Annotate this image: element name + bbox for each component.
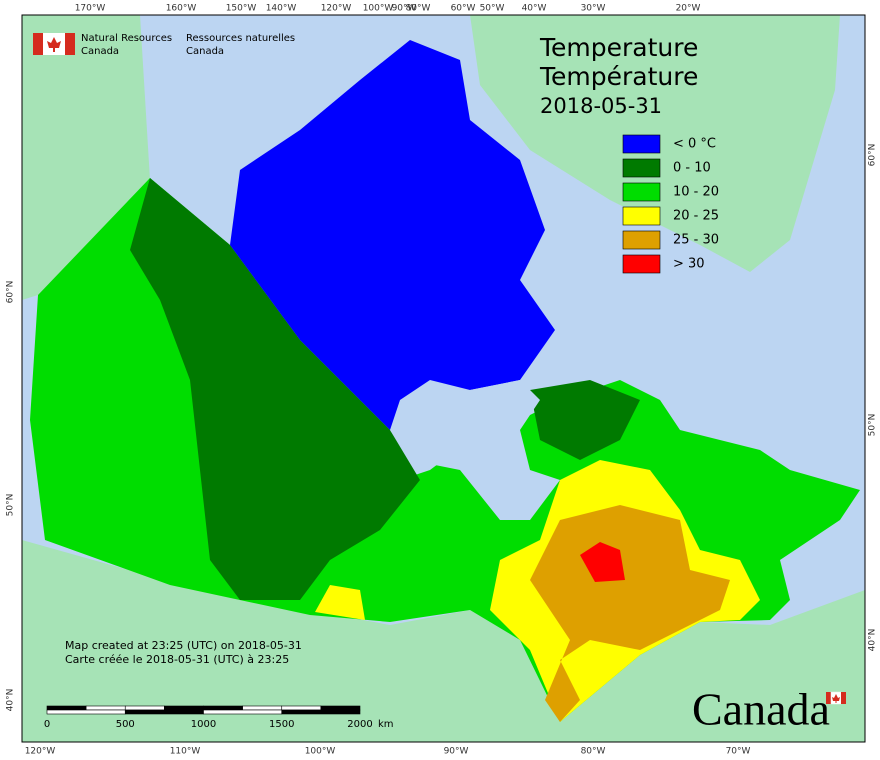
hot-region xyxy=(530,505,730,722)
legend-label: < 0 °C xyxy=(673,137,716,152)
scale-segment xyxy=(85,705,126,711)
latitude-label: 60°N xyxy=(868,144,878,167)
legend-label: 25 - 30 xyxy=(673,233,719,248)
latitude-label: 40°N xyxy=(868,629,878,652)
legend-swatch xyxy=(622,230,661,250)
latitude-label: 50°N xyxy=(868,414,878,437)
scale-label: 500 xyxy=(116,719,135,730)
longitude-label: 90°W xyxy=(444,747,469,757)
scale-segment xyxy=(164,705,204,711)
canada-wordmark xyxy=(826,691,846,705)
title: Température xyxy=(539,62,698,91)
scale-segment xyxy=(46,705,87,711)
warm-region xyxy=(315,585,365,620)
legend-swatch xyxy=(622,182,661,202)
longitude-label: 170°W xyxy=(75,4,106,14)
latitude-label: 50°N xyxy=(6,494,16,517)
legend-swatch xyxy=(622,134,661,154)
longitude-label: 20°W xyxy=(676,4,701,14)
scale-label: 1500 xyxy=(269,719,294,730)
agency-fr: Ressources naturelles xyxy=(186,33,295,44)
alaska xyxy=(22,15,150,300)
scale-segment xyxy=(242,705,283,711)
agency-fr: Canada xyxy=(186,46,224,57)
longitude-label: 120°W xyxy=(25,747,56,757)
longitude-label: 90°W xyxy=(392,4,417,14)
nrcan-flag xyxy=(33,33,75,55)
legend-label: 10 - 20 xyxy=(673,185,719,200)
scale-segment xyxy=(124,709,204,715)
cool-region xyxy=(130,178,420,600)
latitude-label: 40°N xyxy=(6,689,16,712)
note: Carte créée le 2018-05-31 (UTC) à 23:25 xyxy=(65,653,289,666)
scale-segment xyxy=(203,705,243,711)
map-frame xyxy=(21,14,866,743)
legend-label: > 30 xyxy=(673,257,705,272)
longitude-label: 110°W xyxy=(170,747,201,757)
scale-segment xyxy=(46,709,126,715)
longitude-label: 160°W xyxy=(166,4,197,14)
longitude-label: 50°W xyxy=(480,4,505,14)
hudson-bay xyxy=(390,380,560,520)
scale-label: 0 xyxy=(44,719,50,730)
agency-en: Canada xyxy=(81,46,119,57)
longitude-label: 140°W xyxy=(266,4,297,14)
longitude-label: 80°W xyxy=(581,747,606,757)
longitude-label: 60°W xyxy=(451,4,476,14)
latitude-label: 60°N xyxy=(6,281,16,304)
scale-unit: km xyxy=(378,719,394,730)
united-states xyxy=(22,540,865,742)
scale-segment xyxy=(124,705,165,711)
agency-en: Natural Resources xyxy=(81,33,172,44)
scale-label: 2000 xyxy=(347,719,372,730)
cool-region xyxy=(530,380,640,460)
longitude-label: 100°W xyxy=(363,4,394,14)
longitude-label: 100°W xyxy=(305,747,336,757)
wordmark: Canada xyxy=(692,684,830,735)
date: 2018-05-31 xyxy=(540,94,662,118)
longitude-label: 70°W xyxy=(726,747,751,757)
longitude-label: 40°W xyxy=(522,4,547,14)
longitude-label: 30°W xyxy=(581,4,606,14)
longitude-label: 120°W xyxy=(321,4,352,14)
very-hot-region xyxy=(580,542,625,582)
legend-swatch xyxy=(622,158,661,178)
scale-segment xyxy=(281,709,361,715)
legend-label: 20 - 25 xyxy=(673,209,719,224)
title: Temperature xyxy=(539,33,698,62)
scale-segment xyxy=(281,705,322,711)
legend-swatch xyxy=(622,254,661,274)
scale-segment xyxy=(320,705,361,711)
scale-segment xyxy=(203,709,283,715)
longitude-label: 150°W xyxy=(226,4,257,14)
legend-label: 0 - 10 xyxy=(673,161,711,176)
arctic-region xyxy=(230,40,555,430)
longitude-label: 80°W xyxy=(406,4,431,14)
note: Map created at 23:25 (UTC) on 2018-05-31 xyxy=(65,639,302,652)
scale-label: 1000 xyxy=(191,719,216,730)
legend-swatch xyxy=(622,206,661,226)
